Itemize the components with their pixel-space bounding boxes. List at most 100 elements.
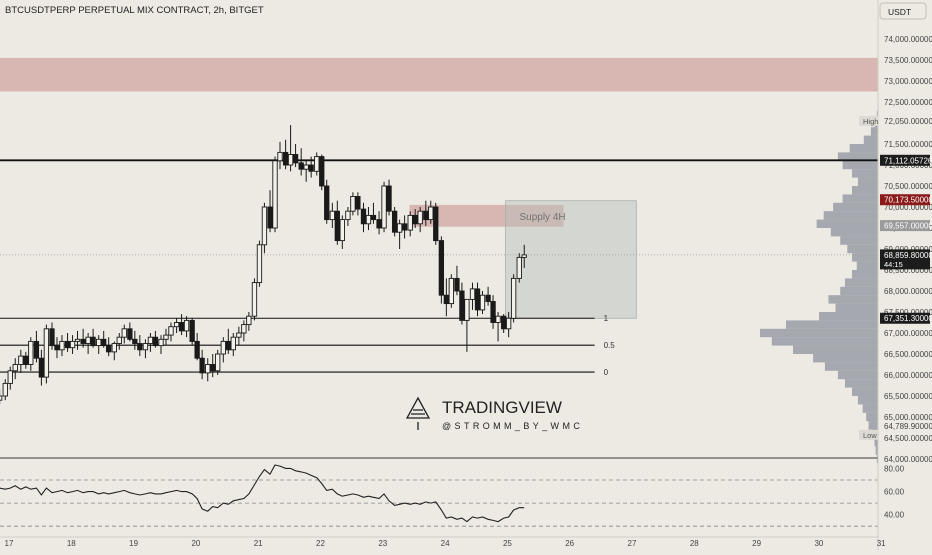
candle-body-up (220, 340, 226, 355)
candle-body-up (256, 244, 263, 284)
time-tick-label: 30 (814, 539, 823, 548)
candle-body-down (376, 219, 382, 229)
candle (59, 335, 65, 357)
candle-body-up (396, 223, 403, 233)
candle-body-up (261, 206, 268, 246)
volume-profile-bar (840, 286, 878, 296)
price-label-value: 70,173.50000 (884, 196, 932, 205)
volume-profile-bar (857, 396, 878, 405)
candle-body-up (407, 214, 413, 231)
candle-body-down (132, 338, 138, 344)
price-label-value: 68,859.80000 (884, 251, 932, 260)
candle-body-up (350, 196, 356, 212)
candle (96, 335, 102, 354)
candle-body-down (423, 210, 429, 221)
candle (230, 333, 236, 357)
candle-body-down (106, 345, 112, 353)
candle-body-down (401, 223, 408, 231)
candle (38, 349, 45, 386)
candle (183, 316, 190, 338)
candle-body-up (505, 317, 512, 330)
volume-profile-bar (793, 345, 878, 354)
candle-body-down (433, 206, 439, 242)
candle (168, 322, 174, 342)
candle-body-down (355, 196, 361, 210)
candle (303, 160, 309, 182)
candle (386, 179, 392, 216)
price-tick-label: 71,500.00000 (884, 140, 932, 149)
volume-profile-bar (844, 278, 878, 287)
time-tick-label: 17 (5, 539, 14, 548)
volume-profile-bar (852, 169, 878, 178)
volume-profile-bar (823, 211, 878, 220)
time-tick-label: 22 (316, 539, 325, 548)
candle-body-down (90, 336, 96, 347)
time-tick-label: 26 (565, 539, 574, 548)
candle-body-up (111, 343, 117, 353)
candle (459, 282, 465, 325)
candle (23, 351, 29, 369)
candle (261, 202, 268, 254)
candle (132, 330, 138, 350)
rsi-tick-label: 40.00 (884, 511, 905, 520)
candle (510, 274, 517, 323)
currency-button[interactable]: USDT (879, 2, 927, 20)
volume-profile-bar (863, 135, 878, 144)
candle (121, 324, 127, 344)
time-tick-label: 20 (191, 539, 200, 548)
candle-body-down (137, 343, 143, 351)
candle-body-down (64, 340, 71, 349)
candle (505, 312, 512, 338)
price-tick-label: 70,000.00000 (884, 203, 932, 212)
price-tick-label: 73,000.00000 (884, 77, 932, 86)
candle (178, 314, 185, 336)
candle (205, 358, 211, 382)
candle (287, 125, 294, 172)
volume-profile-bar (874, 438, 878, 447)
candle (74, 330, 81, 350)
candle-body-down (292, 154, 299, 164)
candle (272, 156, 278, 233)
candle (142, 339, 149, 359)
candle-body-down (298, 162, 304, 170)
price-label-box (880, 312, 930, 324)
candle (12, 358, 18, 380)
candle-body-up (96, 338, 102, 347)
volume-profile-bar (876, 454, 878, 464)
candle-body-up (121, 328, 127, 338)
candle-body-down (225, 340, 231, 351)
volume-profile-bar (837, 152, 878, 161)
candle (334, 200, 340, 245)
candle (2, 379, 8, 401)
candle (54, 337, 60, 359)
volume-profile-bar (830, 228, 878, 237)
candle (438, 236, 445, 304)
candle (152, 330, 159, 348)
candle (329, 202, 335, 228)
time-tick-label: 21 (254, 539, 263, 548)
candle (365, 207, 372, 231)
candle-body-up (495, 315, 501, 323)
candle (163, 328, 169, 346)
time-tick-label: 18 (67, 539, 76, 548)
candle (412, 209, 418, 228)
candle-body-down (101, 338, 107, 347)
candle-body-down (386, 185, 392, 212)
candle (314, 152, 320, 176)
volume-profile-bar (760, 328, 878, 338)
candle (127, 322, 133, 342)
candle (194, 333, 200, 361)
candle (90, 328, 96, 348)
volume-profile-bar (771, 337, 878, 346)
volume-profile-bar (840, 236, 878, 245)
candle (308, 156, 314, 178)
candle-body-down (334, 210, 340, 242)
candle (292, 144, 299, 168)
price-tick-label: 73,500.00000 (884, 56, 932, 65)
candle-body-down (459, 290, 465, 321)
candle (43, 324, 50, 384)
volume-profile-bar (824, 362, 878, 371)
time-tick-label: 29 (752, 539, 761, 548)
